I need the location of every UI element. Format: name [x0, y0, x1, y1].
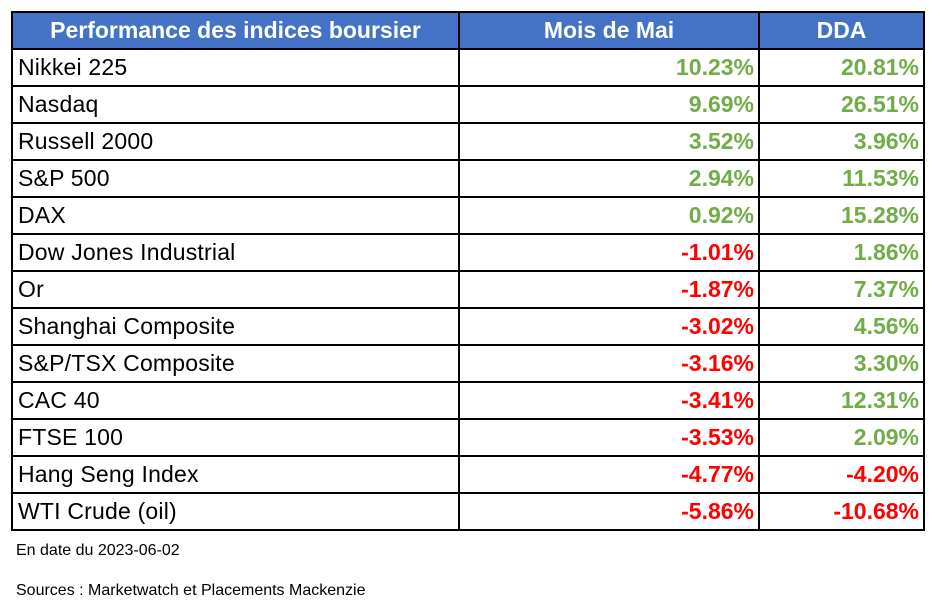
index-name-cell: S&P 500: [11, 159, 460, 198]
ytd-change-cell: 3.96%: [758, 122, 925, 161]
index-name-cell: WTI Crude (oil): [11, 492, 460, 531]
table-row: Nasdaq 9.69% 26.51%: [11, 85, 925, 124]
ytd-change-cell: -4.20%: [758, 455, 925, 494]
month-change-cell: 2.94%: [458, 159, 760, 198]
ytd-change-cell: 3.30%: [758, 344, 925, 383]
sources-note: Sources : Marketwatch et Placements Mack…: [16, 582, 366, 599]
ytd-change-cell: -10.68%: [758, 492, 925, 531]
ytd-change-cell: 2.09%: [758, 418, 925, 457]
index-name-cell: Hang Seng Index: [11, 455, 460, 494]
index-name-cell: Nikkei 225: [11, 48, 460, 87]
table-body: Nikkei 225 10.23% 20.81% Nasdaq 9.69% 26.51% R…: [11, 48, 925, 531]
header-ytd: DDA: [758, 11, 925, 50]
month-change-cell: -4.77%: [458, 455, 760, 494]
month-change-cell: 10.23%: [458, 48, 760, 87]
ytd-change-cell: 4.56%: [758, 307, 925, 346]
month-change-cell: -3.41%: [458, 381, 760, 420]
index-name-cell: DAX: [11, 196, 460, 235]
index-name-cell: Russell 2000: [11, 122, 460, 161]
month-change-cell: -1.87%: [458, 270, 760, 309]
index-name-cell: Dow Jones Industrial: [11, 233, 460, 272]
month-change-cell: -1.01%: [458, 233, 760, 272]
ytd-change-cell: 1.86%: [758, 233, 925, 272]
header-month: Mois de Mai: [458, 11, 760, 50]
ytd-change-cell: 7.37%: [758, 270, 925, 309]
table-row: FTSE 100 -3.53% 2.09%: [11, 418, 925, 457]
month-change-cell: -3.02%: [458, 307, 760, 346]
table-row: DAX 0.92% 15.28%: [11, 196, 925, 235]
index-name-cell: Or: [11, 270, 460, 309]
month-change-cell: -3.16%: [458, 344, 760, 383]
table-header-row: Performance des indices boursier Mois de…: [11, 11, 925, 50]
month-change-cell: 3.52%: [458, 122, 760, 161]
table-row: Hang Seng Index -4.77% -4.20%: [11, 455, 925, 494]
table-row: Nikkei 225 10.23% 20.81%: [11, 48, 925, 87]
table-row: CAC 40 -3.41% 12.31%: [11, 381, 925, 420]
month-change-cell: 0.92%: [458, 196, 760, 235]
header-index-name: Performance des indices boursier: [11, 11, 460, 50]
month-change-cell: -5.86%: [458, 492, 760, 531]
ytd-change-cell: 11.53%: [758, 159, 925, 198]
date-note: En date du 2023-06-02: [16, 542, 180, 559]
table-row: Shanghai Composite -3.02% 4.56%: [11, 307, 925, 346]
index-name-cell: Nasdaq: [11, 85, 460, 124]
ytd-change-cell: 20.81%: [758, 48, 925, 87]
ytd-change-cell: 26.51%: [758, 85, 925, 124]
ytd-change-cell: 15.28%: [758, 196, 925, 235]
index-name-cell: CAC 40: [11, 381, 460, 420]
table-row: S&P 500 2.94% 11.53%: [11, 159, 925, 198]
index-name-cell: S&P/TSX Composite: [11, 344, 460, 383]
index-name-cell: FTSE 100: [11, 418, 460, 457]
table-row: S&P/TSX Composite -3.16% 3.30%: [11, 344, 925, 383]
month-change-cell: -3.53%: [458, 418, 760, 457]
ytd-change-cell: 12.31%: [758, 381, 925, 420]
index-name-cell: Shanghai Composite: [11, 307, 460, 346]
table-row: Dow Jones Industrial -1.01% 1.86%: [11, 233, 925, 272]
month-change-cell: 9.69%: [458, 85, 760, 124]
performance-table: Performance des indices boursier Mois de…: [11, 11, 925, 531]
table-row: Or -1.87% 7.37%: [11, 270, 925, 309]
table-row: WTI Crude (oil) -5.86% -10.68%: [11, 492, 925, 531]
table-row: Russell 2000 3.52% 3.96%: [11, 122, 925, 161]
